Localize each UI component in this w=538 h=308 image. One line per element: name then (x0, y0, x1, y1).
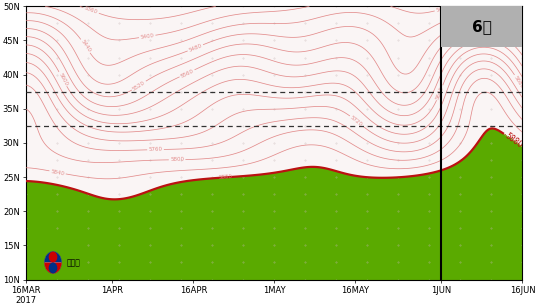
Text: 5640: 5640 (435, 85, 445, 100)
Text: 5400: 5400 (435, 5, 450, 13)
Ellipse shape (50, 230, 61, 254)
Text: 6월: 6월 (472, 19, 492, 34)
Text: 5840: 5840 (50, 169, 65, 176)
Circle shape (48, 252, 58, 262)
Circle shape (44, 252, 62, 274)
Text: 5720: 5720 (349, 115, 364, 127)
Text: 5360: 5360 (83, 6, 98, 15)
Text: 5760: 5760 (148, 147, 162, 152)
Text: 5440: 5440 (80, 39, 91, 53)
Text: 5880: 5880 (218, 174, 232, 180)
Text: 5600: 5600 (57, 72, 68, 87)
Text: 기상청: 기상청 (67, 258, 81, 267)
Circle shape (48, 262, 58, 274)
Text: 5680: 5680 (513, 75, 525, 89)
Text: 5520: 5520 (132, 80, 146, 91)
Text: 5400: 5400 (140, 33, 154, 40)
Wedge shape (44, 262, 62, 274)
Text: 5560: 5560 (180, 68, 194, 79)
Text: 5480: 5480 (188, 43, 203, 53)
FancyBboxPatch shape (442, 6, 522, 47)
Wedge shape (44, 252, 62, 262)
Text: 5800: 5800 (170, 157, 184, 162)
Text: 5880: 5880 (504, 132, 525, 150)
